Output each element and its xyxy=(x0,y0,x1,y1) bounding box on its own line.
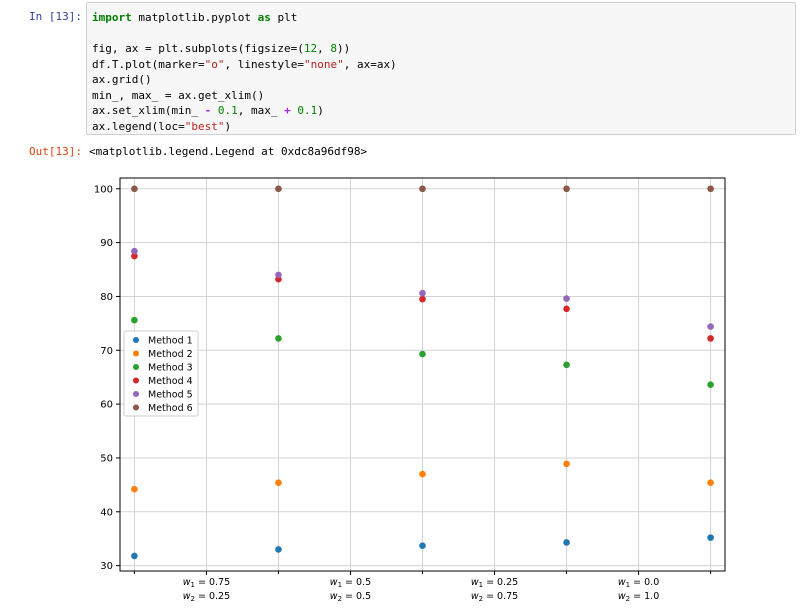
legend-label: Method 4 xyxy=(148,376,193,387)
y-tick-label: 70 xyxy=(100,346,113,357)
legend-label: Method 3 xyxy=(148,363,193,374)
data-point-method-4 xyxy=(131,252,138,260)
x-tick-label: w2 = 0.25 xyxy=(183,591,230,603)
legend-marker xyxy=(133,364,139,370)
code-line: import matplotlib.pyplot as plt xyxy=(92,11,298,24)
cell-output-text: <matplotlib.legend.Legend at 0xdc8a96df9… xyxy=(89,145,368,158)
x-tick-label: w1 = 0.0 xyxy=(618,577,659,589)
y-tick-label: 90 xyxy=(100,238,113,249)
code-line: ax.legend(loc="best") xyxy=(92,119,232,133)
x-tick-label: w1 = 0.5 xyxy=(330,577,371,589)
data-point-method-3 xyxy=(707,381,714,389)
data-point-method-3 xyxy=(131,316,138,324)
data-point-method-6 xyxy=(275,185,282,193)
data-point-method-6 xyxy=(419,185,426,193)
data-point-method-5 xyxy=(707,323,714,330)
y-tick-label: 30 xyxy=(100,561,113,572)
x-tick-label: w2 = 0.75 xyxy=(471,591,518,603)
y-tick-label: 40 xyxy=(100,507,113,518)
data-point-method-5 xyxy=(563,295,570,302)
data-point-method-1 xyxy=(419,542,426,549)
legend-label: Method 6 xyxy=(148,403,193,414)
data-point-method-1 xyxy=(275,546,282,553)
in-prompt: In [13]: xyxy=(29,10,82,23)
data-point-method-4 xyxy=(563,305,570,313)
y-tick-label: 50 xyxy=(100,453,113,464)
code-line: ax.grid() xyxy=(92,73,152,86)
legend-marker xyxy=(133,350,139,357)
data-point-method-6 xyxy=(563,185,570,193)
out-prompt: Out[13]: xyxy=(29,145,82,158)
legend-box xyxy=(123,330,199,417)
code-cell-input[interactable]: import matplotlib.pyplot as plt fig, ax … xyxy=(86,2,796,135)
legend-label: Method 5 xyxy=(148,390,193,401)
data-point-method-2 xyxy=(707,479,714,487)
code-editor[interactable]: import matplotlib.pyplot as plt fig, ax … xyxy=(92,10,397,134)
y-tick-label: 60 xyxy=(100,400,113,411)
data-point-method-5 xyxy=(131,247,138,255)
data-point-method-2 xyxy=(563,460,570,468)
code-line: min_, max_ = ax.get_xlim() xyxy=(92,88,265,102)
data-point-method-2 xyxy=(131,485,138,493)
data-point-method-6 xyxy=(131,185,138,193)
x-tick-label: w2 = 1.0 xyxy=(618,591,659,603)
legend-marker xyxy=(133,391,139,397)
legend-label: Method 1 xyxy=(148,336,193,347)
y-tick-label: 100 xyxy=(94,184,113,195)
data-point-method-3 xyxy=(419,350,426,358)
legend-marker xyxy=(133,337,139,343)
data-point-method-3 xyxy=(563,361,570,369)
data-point-method-1 xyxy=(131,552,138,560)
legend-marker xyxy=(133,377,139,384)
x-tick-label: w1 = 0.75 xyxy=(183,577,230,589)
code-line: ax.set_xlim(min_ - 0.1, max_ + 0.1) xyxy=(92,104,324,117)
data-point-method-2 xyxy=(419,470,426,478)
y-tick-label: 80 xyxy=(100,292,113,303)
x-tick-label: w1 = 0.25 xyxy=(471,577,518,589)
data-point-method-2 xyxy=(275,479,282,487)
data-point-method-1 xyxy=(707,534,714,541)
data-point-method-1 xyxy=(563,539,570,546)
data-point-method-3 xyxy=(275,335,282,342)
code-line: fig, ax = plt.subplots(figsize=(12, 8)) xyxy=(92,42,351,55)
code-line: df.T.plot(marker="o", linestyle="none", … xyxy=(92,57,397,71)
data-point-method-6 xyxy=(707,185,714,193)
data-point-method-4 xyxy=(419,295,426,303)
data-point-method-4 xyxy=(707,335,714,342)
data-point-method-5 xyxy=(275,271,282,279)
legend-marker xyxy=(133,404,139,411)
legend-label: Method 2 xyxy=(148,349,193,360)
x-tick-label: w2 = 0.5 xyxy=(330,591,371,603)
data-point-method-5 xyxy=(419,289,426,297)
